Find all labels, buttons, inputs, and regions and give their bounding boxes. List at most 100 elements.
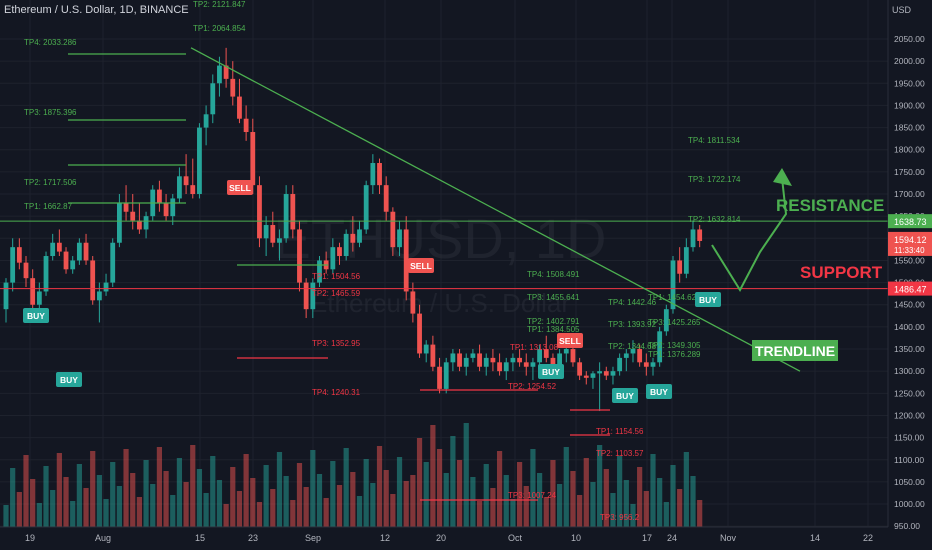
candle-body bbox=[137, 220, 142, 230]
volume-bar bbox=[590, 482, 596, 527]
candle-body bbox=[417, 313, 422, 354]
price-tick-label: 1200.00 bbox=[894, 410, 925, 420]
buy-signal-bg bbox=[56, 372, 82, 387]
volume-bar bbox=[456, 460, 463, 527]
target-label-green: TP2: 1349.305 bbox=[648, 341, 701, 350]
price-tick-label: 1100.00 bbox=[894, 455, 924, 465]
buy-signal-bg bbox=[646, 384, 672, 399]
buy-signal: BUY bbox=[650, 387, 668, 397]
candle-body bbox=[643, 362, 649, 367]
price-tick-label: 1750.00 bbox=[894, 167, 925, 177]
time-tick-label: 19 bbox=[25, 533, 35, 543]
candle-body bbox=[477, 353, 482, 367]
volume-bar bbox=[650, 454, 656, 527]
buy-signal-bg bbox=[23, 308, 49, 323]
volume-bar bbox=[450, 436, 456, 527]
price-tick-label: 1950.00 bbox=[894, 78, 925, 88]
candle-body bbox=[563, 349, 569, 354]
volume-bar bbox=[543, 497, 549, 527]
volume-bar bbox=[96, 475, 102, 527]
time-tick-label: 23 bbox=[248, 533, 258, 543]
time-tick-label: 22 bbox=[863, 533, 873, 543]
candle-body bbox=[36, 291, 42, 305]
candle-body bbox=[76, 242, 82, 261]
target-label-red: TP3: 1007.24 bbox=[508, 491, 557, 500]
target-label-red: TP2: 1103.57 bbox=[596, 449, 644, 458]
volume-bar bbox=[663, 502, 669, 527]
target-label-red: TP3: 956.2 bbox=[600, 513, 640, 522]
support-tag: 1486.47 bbox=[894, 285, 927, 295]
volume-bar bbox=[30, 479, 36, 527]
volume-bar bbox=[176, 458, 183, 527]
time-tick-label: Oct bbox=[508, 533, 523, 543]
candle-body bbox=[690, 229, 696, 248]
volume-bar bbox=[50, 490, 56, 527]
candle-body bbox=[290, 194, 296, 230]
sell-signal-bg bbox=[408, 258, 434, 273]
volume-bar bbox=[550, 460, 556, 527]
volume-bar bbox=[43, 466, 49, 527]
trendline bbox=[190, 47, 801, 372]
time-tick-label: Sep bbox=[305, 533, 321, 543]
support-tag-bg bbox=[888, 281, 932, 296]
volume-bar bbox=[290, 500, 296, 527]
buy-signal-bg bbox=[612, 388, 638, 403]
volume-bar bbox=[130, 473, 136, 527]
price-tick-label: 1900.00 bbox=[894, 100, 925, 110]
candle-body bbox=[623, 353, 629, 358]
volume-bar bbox=[476, 501, 483, 527]
target-label-green: TP4: 1811.534 bbox=[688, 136, 740, 145]
candle-body bbox=[437, 366, 442, 389]
volume-bar bbox=[330, 461, 336, 527]
candle-body bbox=[223, 65, 229, 79]
volume-bar bbox=[143, 460, 149, 527]
time-tick-label: 10 bbox=[571, 533, 581, 543]
price-tick-label: 1550.00 bbox=[894, 255, 925, 265]
volume-bar bbox=[603, 469, 609, 527]
candle-body bbox=[297, 229, 302, 283]
candle-body bbox=[483, 357, 489, 367]
volume-bar bbox=[303, 487, 309, 527]
time-tick-label: Nov bbox=[720, 533, 737, 543]
candle-body bbox=[543, 349, 549, 358]
volume-bar bbox=[283, 476, 289, 527]
volume-bar bbox=[123, 449, 129, 527]
volume-bar bbox=[76, 464, 82, 527]
projection-path bbox=[711, 177, 788, 293]
price-tick-label: 2050.00 bbox=[894, 34, 925, 44]
volume-bar bbox=[623, 480, 629, 527]
volume-bar bbox=[223, 504, 229, 527]
symbol-title[interactable]: Ethereum / U.S. Dollar, 1D, BINANCE bbox=[4, 4, 189, 16]
candle-body bbox=[557, 353, 563, 367]
last-price-timer: 11:33:40 bbox=[894, 246, 925, 255]
candle-body bbox=[603, 371, 609, 376]
candle-body bbox=[210, 83, 216, 115]
last-price-tag-bg bbox=[888, 231, 932, 256]
target-label-green: TP1: 1376.289 bbox=[648, 350, 701, 359]
volume-bar bbox=[396, 457, 403, 527]
target-label-red: TP2: 1254.52 bbox=[508, 382, 557, 391]
volume-bar bbox=[256, 502, 263, 527]
candle-body bbox=[343, 233, 349, 257]
chart-grid bbox=[0, 0, 888, 527]
volume-bar bbox=[657, 478, 663, 527]
volume-bars bbox=[3, 423, 703, 527]
candle-body bbox=[590, 373, 596, 378]
candle-body bbox=[363, 185, 369, 230]
price-tick-label: 1050.00 bbox=[894, 477, 925, 487]
target-label-green: TP2: 1632.814 bbox=[688, 215, 741, 224]
candle-body bbox=[657, 331, 663, 363]
candle-body bbox=[517, 357, 522, 363]
volume-bar bbox=[110, 462, 116, 527]
time-tick-label: 15 bbox=[195, 533, 205, 543]
target-label-green: TP3: 1875.396 bbox=[24, 108, 77, 117]
currency-label: USD bbox=[892, 5, 912, 15]
buy-signal: BUY bbox=[60, 375, 78, 385]
volume-bar bbox=[610, 493, 616, 527]
target-label-green: TP1: 1384.505 bbox=[527, 325, 580, 334]
volume-bar bbox=[116, 486, 122, 527]
time-tick-label: 12 bbox=[380, 533, 390, 543]
time-tick-label: 17 bbox=[642, 533, 652, 543]
candle-body bbox=[683, 247, 689, 274]
